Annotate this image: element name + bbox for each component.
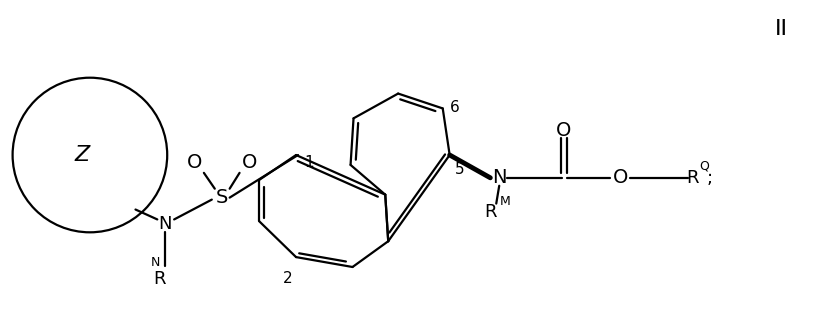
Text: R: R xyxy=(484,202,496,221)
Text: Z: Z xyxy=(74,145,89,165)
Text: N: N xyxy=(150,256,159,269)
Text: R: R xyxy=(686,169,699,187)
Text: O: O xyxy=(242,154,257,173)
Text: O: O xyxy=(612,168,628,187)
Text: 1: 1 xyxy=(304,155,314,170)
Text: O: O xyxy=(556,121,572,140)
Text: 6: 6 xyxy=(449,100,459,115)
Text: S: S xyxy=(216,188,228,207)
Text: M: M xyxy=(501,195,511,207)
Text: 2: 2 xyxy=(283,271,293,286)
Text: N: N xyxy=(492,168,506,187)
Text: Q: Q xyxy=(700,160,710,173)
Text: 5: 5 xyxy=(454,162,464,178)
Text: O: O xyxy=(188,154,202,173)
Text: R: R xyxy=(153,270,165,288)
Text: N: N xyxy=(159,215,172,233)
Text: II: II xyxy=(775,19,788,39)
Text: ;: ; xyxy=(706,169,713,187)
